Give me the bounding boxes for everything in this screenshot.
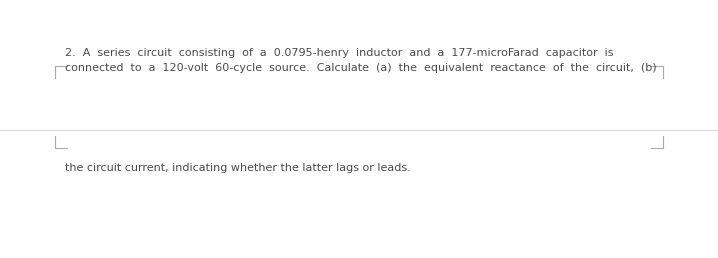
Text: connected  to  a  120-volt  60-cycle  source.  Calculate  (a)  the  equivalent  : connected to a 120-volt 60-cycle source.…	[65, 63, 657, 73]
Text: 2.  A  series  circuit  consisting  of  a  0.0795-henry  inductor  and  a  177-m: 2. A series circuit consisting of a 0.07…	[65, 48, 613, 58]
Text: the circuit current, indicating whether the latter lags or leads.: the circuit current, indicating whether …	[65, 163, 411, 173]
